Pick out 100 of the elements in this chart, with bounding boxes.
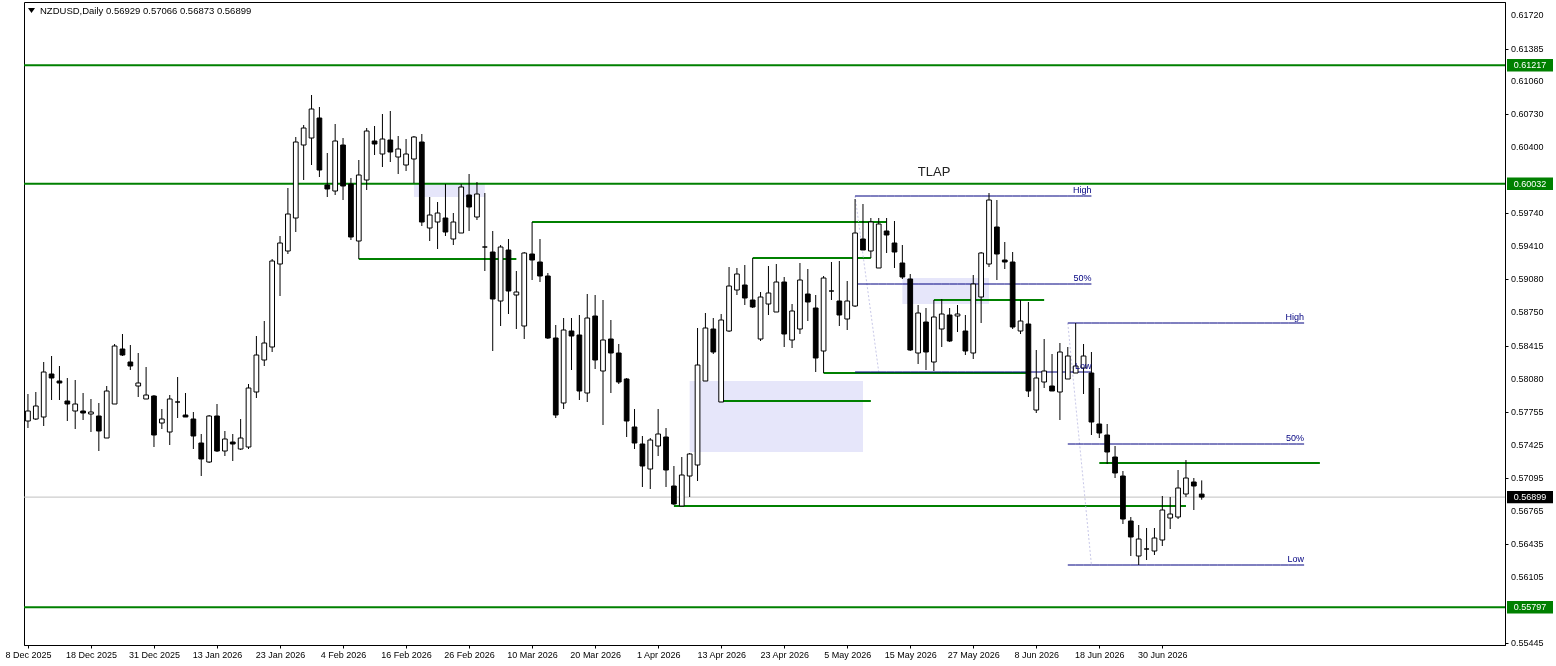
- series-label: High: [1285, 312, 1305, 322]
- candlestick: [411, 135, 417, 184]
- candlestick: [1198, 479, 1205, 501]
- candlestick: [222, 430, 228, 457]
- candlestick: [1049, 353, 1055, 392]
- candlestick: [56, 365, 63, 401]
- annotation: TLAP: [917, 164, 951, 180]
- candlestick: [671, 465, 677, 506]
- chart-title: NZDUSD,Daily 0.56929 0.57066 0.56873 0.56899: [40, 5, 252, 16]
- series-label: High: [1072, 185, 1092, 195]
- candlestick: [1190, 477, 1197, 511]
- candlestick: [1151, 527, 1158, 556]
- x-tick-label: 18 Dec 2025: [65, 649, 117, 660]
- line-series: [854, 195, 880, 373]
- candlestick: [190, 411, 197, 450]
- y-tick-label: 0.57755: [1511, 406, 1544, 417]
- ref-line-label: 0.55797: [1513, 602, 1547, 613]
- x-tick-label: 23 Jan 2026: [255, 649, 306, 660]
- series-label: Low: [1287, 554, 1305, 564]
- candlestick: [48, 355, 55, 401]
- y-tick-label: 0.57095: [1511, 472, 1544, 483]
- y-tick-label: 0.61060: [1511, 76, 1544, 86]
- candlestick: [300, 124, 307, 181]
- y-tick-label: 0.59740: [1511, 208, 1544, 218]
- candlestick: [88, 398, 94, 433]
- candlestick: [481, 192, 488, 272]
- candlestick: [403, 138, 409, 172]
- y-tick-label: 0.61720: [1511, 10, 1544, 20]
- candlestick: [710, 317, 717, 355]
- candlestick: [529, 221, 535, 281]
- candlestick: [80, 392, 86, 421]
- candlestick: [1135, 524, 1142, 566]
- y-tick-label: 0.56435: [1511, 538, 1544, 549]
- candlestick: [324, 152, 331, 198]
- candlestick: [1143, 527, 1150, 561]
- candlestick: [883, 217, 890, 254]
- candlestick: [860, 203, 866, 251]
- x-tick-label: 30 Jun 2026: [1138, 649, 1188, 660]
- candlestick: [1096, 387, 1103, 439]
- candlestick: [513, 270, 520, 330]
- x-tick-label: 31 Dec 2025: [128, 649, 180, 660]
- candlestick: [938, 298, 945, 348]
- candlestick: [1183, 459, 1189, 498]
- candlestick: [844, 280, 851, 331]
- y-tick-label: 0.58415: [1511, 340, 1544, 351]
- x-tick-label: 10 Mar 2026: [507, 649, 558, 660]
- candlestick: [655, 408, 662, 457]
- candlestick: [387, 110, 394, 163]
- y-tick-label: 0.58080: [1511, 374, 1544, 384]
- y-tick-label: 0.61385: [1511, 43, 1544, 54]
- candlestick: [182, 392, 189, 418]
- series-label: 50%: [1286, 433, 1305, 443]
- candlestick: [237, 418, 244, 451]
- candlestick: [899, 244, 906, 280]
- candlestick: [836, 260, 843, 327]
- candlestick: [64, 377, 71, 422]
- candlestick: [474, 181, 480, 221]
- x-tick-label: 1 Apr 2026: [636, 649, 681, 660]
- candlestick: [277, 235, 283, 297]
- candlestick: [1104, 423, 1111, 465]
- ref-line-label: 0.61217: [1513, 60, 1547, 71]
- x-tick-label: 18 Jun 2026: [1075, 649, 1125, 660]
- x-tick-label: 16 Feb 2026: [381, 649, 432, 660]
- ref-line-label: 0.60032: [1513, 178, 1547, 189]
- x-tick-label: 23 Apr 2026: [760, 649, 809, 660]
- candlestick: [828, 261, 835, 301]
- y-tick-label: 0.56105: [1511, 571, 1544, 582]
- candlestick: [426, 196, 433, 242]
- candlestick: [734, 267, 740, 296]
- candlestick: [95, 402, 102, 452]
- candlestick: [749, 257, 756, 309]
- candlestick: [1064, 346, 1071, 380]
- candlestick: [261, 320, 268, 367]
- candlestick: [1041, 338, 1048, 389]
- candlestick: [741, 264, 748, 306]
- y-tick-label: 0.59410: [1511, 241, 1544, 251]
- candlestick: [891, 220, 898, 269]
- candlestick: [127, 344, 134, 371]
- candlestick: [1001, 241, 1008, 270]
- candlestick: [686, 452, 693, 498]
- y-tick-label: 0.58750: [1511, 307, 1544, 317]
- candlestick: [72, 379, 79, 430]
- y-tick-label: 0.56765: [1511, 505, 1544, 516]
- candlestick: [1167, 496, 1174, 530]
- candlestick: [466, 173, 472, 232]
- candlestick: [608, 319, 614, 394]
- x-tick-label: 8 Jun 2026: [1014, 649, 1060, 660]
- candlestick: [143, 366, 149, 400]
- candlestick: [537, 238, 543, 283]
- x-tick-label: 4 Feb 2026: [320, 649, 367, 660]
- x-tick-label: 20 Mar 2026: [570, 649, 621, 660]
- y-tick-label: 0.59080: [1511, 274, 1544, 284]
- y-tick-label: 0.60400: [1511, 142, 1544, 152]
- candlestick: [450, 212, 457, 246]
- ref-line-label: 0.56899: [1513, 492, 1547, 503]
- candlestick: [962, 314, 969, 356]
- x-tick-label: 27 May 2026: [947, 649, 1000, 660]
- candlestick: [198, 433, 205, 477]
- y-tick-label: 0.57425: [1511, 439, 1544, 450]
- x-tick-label: 8 Dec 2025: [5, 649, 52, 660]
